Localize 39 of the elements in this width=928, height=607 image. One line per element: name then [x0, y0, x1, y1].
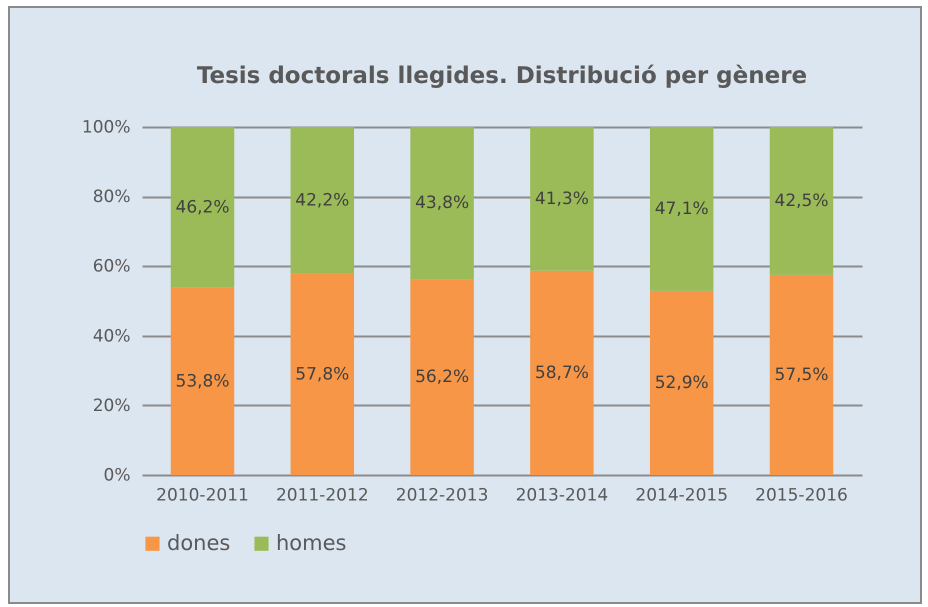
bar [290, 127, 354, 274]
data-label: 42,2% [295, 190, 350, 210]
bar [650, 127, 714, 291]
x-tick-label: 2014-2015 [635, 486, 728, 506]
y-tick-label: 20% [92, 396, 130, 416]
bar [170, 288, 234, 475]
data-label: 47,1% [654, 198, 709, 219]
bar [290, 274, 354, 475]
x-tick-label: 2012-2013 [396, 486, 488, 506]
x-tick-label: 2010-2011 [156, 486, 249, 506]
bar [650, 290, 714, 475]
x-tick-label: 2011-2012 [276, 486, 369, 506]
bar [770, 274, 834, 475]
bar [770, 127, 834, 275]
data-label: 58,7% [534, 362, 589, 383]
data-label: 52,9% [654, 372, 709, 393]
chart-title: Tesis doctorals llegides. Distribució per gènere [196, 63, 808, 89]
bar [410, 127, 474, 280]
x-tick-label: 2015-2016 [755, 486, 848, 506]
legend-label: homes [276, 530, 346, 555]
y-tick-label: 80% [92, 187, 130, 208]
bar [410, 279, 474, 475]
x-tick-label: 2013-2014 [516, 486, 608, 506]
bar [530, 270, 594, 475]
data-label: 41,3% [534, 188, 589, 209]
y-tick-label: 0% [104, 466, 130, 486]
y-tick-label: 40% [92, 326, 130, 346]
data-label: 43,8% [415, 193, 470, 214]
bar [530, 127, 594, 271]
bar [170, 127, 234, 288]
y-tick-label: 60% [92, 256, 130, 277]
data-label: 56,2% [415, 367, 470, 388]
data-label: 57,5% [774, 364, 829, 385]
data-label: 46,2% [175, 197, 230, 218]
data-label: 53,8% [175, 371, 230, 392]
legend-label: dones [167, 530, 230, 555]
data-label: 42,5% [774, 190, 829, 211]
y-tick-label: 100% [82, 118, 130, 138]
data-label: 57,8% [295, 364, 350, 384]
